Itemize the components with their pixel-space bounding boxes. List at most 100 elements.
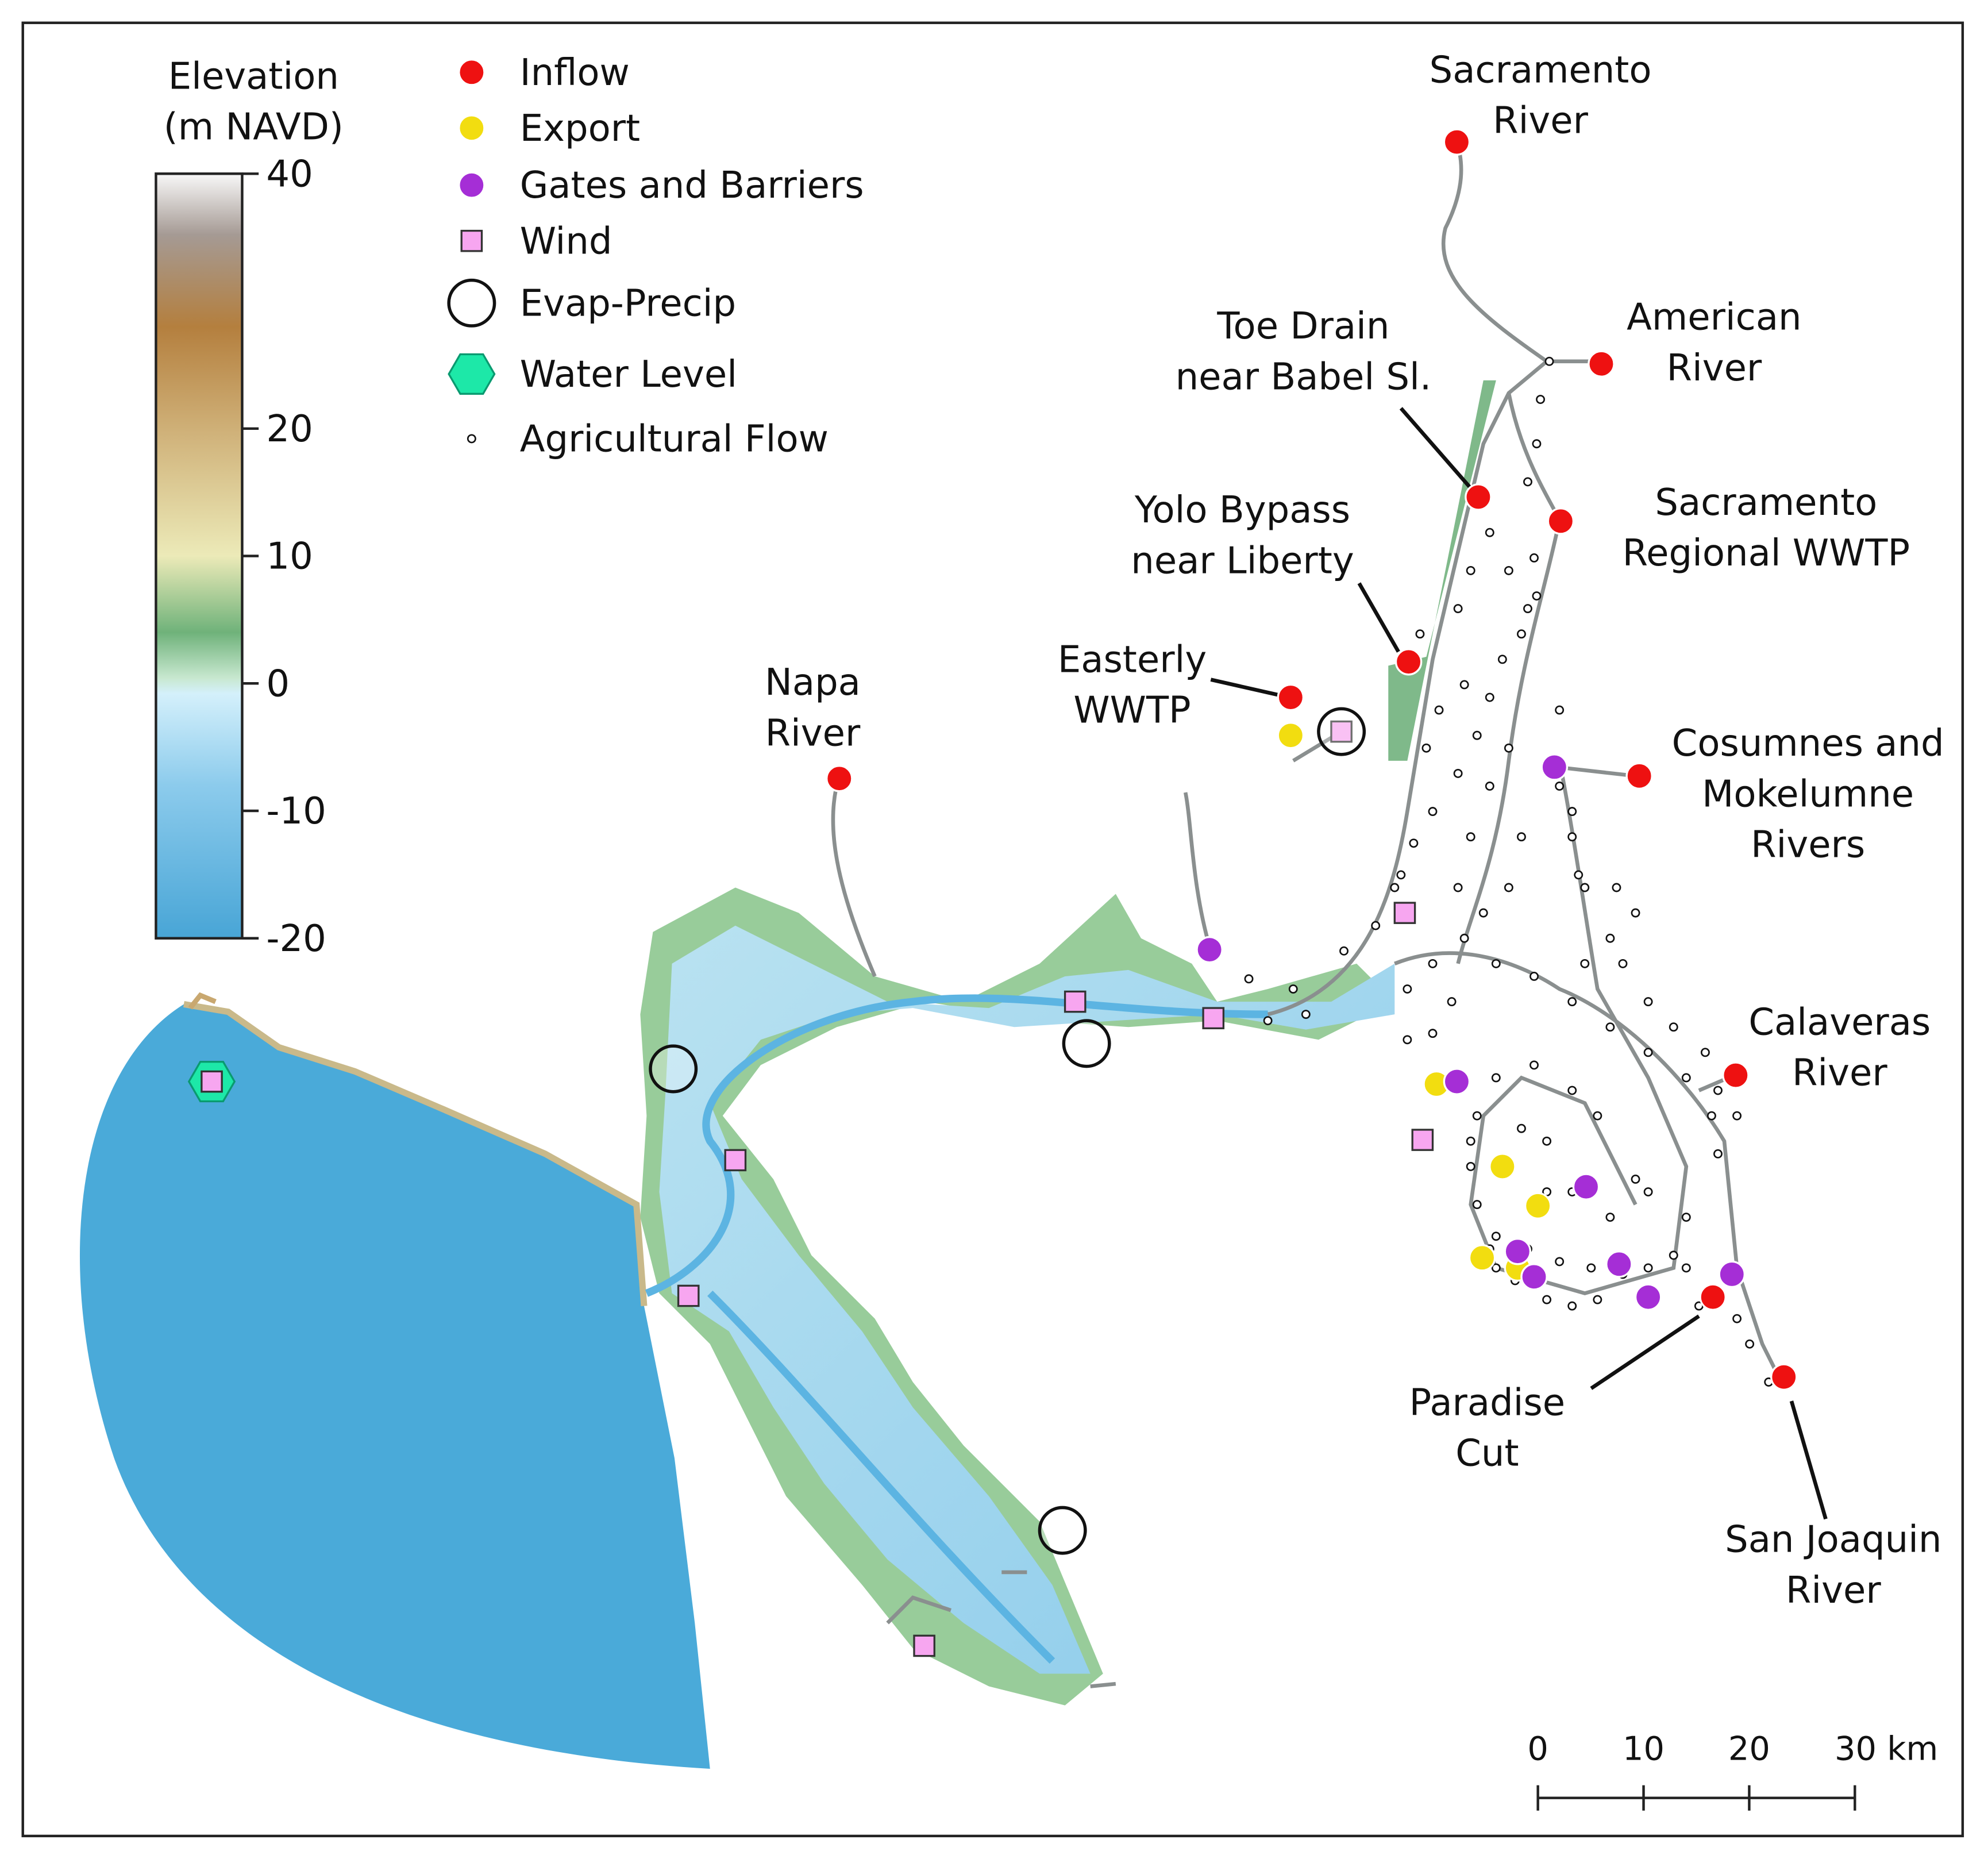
ag-flow-marker [1428,1029,1438,1038]
inflow-marker [1588,350,1615,378]
water-level-marker [448,353,496,395]
legend-label: Evap-Precip [520,282,736,325]
ag-flow-marker [1586,1263,1596,1273]
ag-flow-marker [1453,883,1463,892]
ag-flow-marker [1453,604,1463,614]
legend-label: Agricultural Flow [520,418,829,460]
inflow-marker [1394,648,1423,676]
ag-flow-marker [1700,1048,1710,1057]
place-label: River [1792,1052,1887,1095]
legend-label: Gates and Barriers [520,164,864,207]
ag-flow-marker [1459,680,1469,690]
colorbar-title: (m NAVD) [164,106,344,149]
ag-flow-marker [1447,997,1457,1007]
ag-flow-marker [1415,629,1425,639]
leader-line [1399,407,1473,490]
ag-flow-marker [1403,1035,1412,1045]
ag-flow-marker [1523,604,1532,614]
ag-flow-marker [1567,1086,1577,1095]
ag-flow-marker [1643,997,1653,1007]
wind-marker [1411,1129,1434,1151]
place-label: WWTP [1073,690,1191,732]
ag-flow-marker [1555,705,1565,715]
place-label: River [765,712,861,755]
legend-label: Wind [520,220,612,263]
leader-line [1590,1314,1700,1390]
wind-marker [1064,990,1087,1013]
ag-flow-marker [1504,883,1513,892]
ag-flow-marker [1428,807,1438,817]
wind-marker [724,1149,747,1172]
ag-flow-marker [1504,743,1513,753]
inflow-marker [458,59,486,86]
gate-marker [1540,753,1569,781]
ag-flow-marker [1669,1250,1678,1260]
leader-line [1789,1400,1828,1520]
delta-network [1469,760,1689,1295]
ag-flow-marker [1485,782,1494,791]
ag-flow-marker [1643,1263,1653,1273]
ag-flow-marker [1453,768,1463,778]
scale-tick-label: 0 [1527,1730,1548,1768]
ag-flow-marker [1485,528,1494,537]
leader-line [1357,582,1400,653]
place-label: Napa [765,661,861,704]
ag-flow-marker [1681,1263,1691,1273]
ag-flow-marker [1396,870,1406,880]
ag-flow-marker [1491,1073,1501,1083]
wind-marker [1202,1007,1225,1030]
place-label: Toe Drain [1216,305,1389,348]
leader-line [1210,678,1279,697]
ag-flow-marker [1567,807,1577,817]
inflow-marker [1722,1061,1750,1089]
ag-flow-marker [1472,1200,1482,1210]
sacramento-river [1267,359,1598,1017]
legend-label: Inflow [520,52,630,94]
ag-flow-marker [1390,883,1400,892]
colorbar-tick-label: 0 [266,663,290,705]
ag-flow-marker [1529,1060,1539,1070]
ag-flow-marker [1555,782,1565,791]
ag-flow-marker [1523,477,1532,487]
wind-marker [460,229,483,252]
colorbar [155,172,244,940]
ag-flow-marker [1643,1048,1653,1057]
place-label: Cosumnes and [1672,722,1944,765]
leader-lines [1210,407,1828,1520]
colorbar-tick-label: 20 [266,408,313,451]
ag-flow-marker [1339,946,1349,956]
ag-flow-marker [467,434,476,444]
ag-flow-marker [1542,1295,1552,1304]
ag-flow-marker [1555,1257,1565,1267]
inflow-marker [1465,483,1492,511]
ag-flow-marker [1517,629,1526,639]
gate-marker [1572,1173,1600,1200]
ag-flow-marker [1567,1301,1577,1311]
scale-tick-label: 10 [1623,1730,1665,1768]
inflow-marker [1770,1363,1798,1391]
ag-flow-marker [1605,1213,1615,1222]
coast [183,1001,648,1307]
ag-flow-marker [1567,997,1577,1007]
upper-sacramento [1441,141,1548,363]
colorbar-title: Elevation [168,55,339,98]
export-marker [1468,1244,1496,1272]
bay-marsh [640,887,1395,1706]
place-label: River [1493,100,1588,143]
ag-flow-marker [1544,356,1554,366]
ag-flow-marker [1605,1022,1615,1032]
scale-tick-label: 20 [1728,1730,1770,1768]
place-label: Calaveras [1748,1001,1931,1044]
ag-flow-marker [1707,1111,1716,1121]
ag-flow-marker [1669,1022,1678,1032]
place-label: American [1627,297,1801,339]
ag-flow-marker [1466,565,1475,575]
ag-flow-marker [1580,959,1590,968]
place-label: Mokelumne [1702,773,1914,815]
legend-label: Export [520,107,640,150]
ag-flow-marker [1428,959,1438,968]
gate-marker [1634,1283,1662,1311]
ag-flow-marker [1612,883,1621,892]
export-marker [1489,1153,1516,1180]
